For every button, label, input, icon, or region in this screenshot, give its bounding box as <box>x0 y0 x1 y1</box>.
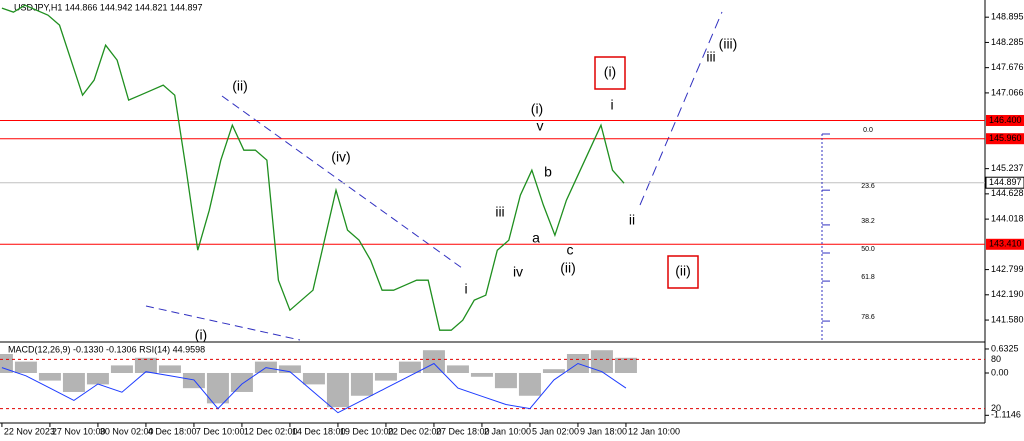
macd-bar <box>302 372 325 385</box>
x-tick-label: 30 Nov 02:00 <box>100 426 154 436</box>
macd-bar <box>398 361 421 373</box>
macd-bar <box>542 369 565 373</box>
y-tick-label: 144.628 <box>991 188 1024 198</box>
level-label-box <box>986 114 1024 126</box>
wave-label: (iv) <box>331 149 350 165</box>
wave-label: b <box>544 164 552 180</box>
chart-header: USDJPY,H1 144.866 144.942 144.821 144.89… <box>14 2 203 12</box>
macd-bar <box>374 372 397 381</box>
macd-bar <box>518 372 541 396</box>
annotation-box <box>594 56 626 90</box>
macd-bar <box>38 372 61 381</box>
fib-label: 38.2 <box>861 218 875 225</box>
macd-bar <box>422 350 445 373</box>
y-tick-label: 148.285 <box>991 37 1024 47</box>
level-label-box <box>986 238 1024 250</box>
annotation-box <box>667 255 699 289</box>
wave-label: v <box>537 118 544 134</box>
fib-label: 50.0 <box>861 246 875 253</box>
x-tick-label: 12 Jan 10:00 <box>628 426 680 436</box>
macd-bar <box>134 357 157 373</box>
x-tick-label: 4 Dec 18:00 <box>148 426 197 436</box>
level-label: 146.400 <box>989 115 1022 125</box>
y-tick-label: 0.00 <box>991 367 1009 377</box>
level-label-box <box>986 133 1024 145</box>
current-price-box <box>985 176 1024 189</box>
macd-bar <box>0 354 13 373</box>
x-tick-label: 7 Dec 10:00 <box>196 426 245 436</box>
x-tick-label: 22 Nov 2023 <box>4 426 55 436</box>
trend-line <box>145 305 301 341</box>
x-tick-label: 12 Dec 02:00 <box>244 426 298 436</box>
y-tick-label: 142.190 <box>991 289 1024 299</box>
macd-bar <box>614 357 637 373</box>
macd-bar <box>590 350 613 373</box>
indicator-title: MACD(12,26,9) -0.1330 -0.1306 RSI(14) 44… <box>8 344 205 354</box>
x-tick-label: 27 Nov 10:00 <box>52 426 106 436</box>
fib-label: 78.6 <box>861 314 875 321</box>
y-tick-label: 141.580 <box>991 314 1024 324</box>
wave-label: (ii) <box>232 78 248 94</box>
x-tick-label: 22 Dec 02:00 <box>388 426 442 436</box>
x-tick-label: 27 Dec 18:00 <box>436 426 490 436</box>
y-tick-label: 144.018 <box>991 213 1024 223</box>
wave-label: iii <box>706 49 715 65</box>
level-label: 145.960 <box>989 133 1022 143</box>
price-line <box>1 4 625 331</box>
macd-bar <box>158 365 181 373</box>
trend-line <box>221 95 463 269</box>
wave-label: a <box>532 230 540 246</box>
fib-label: 61.8 <box>861 274 875 281</box>
macd-bar <box>62 372 85 392</box>
x-tick-label: 9 Jan 18:00 <box>580 426 627 436</box>
fib-label: 0.0 <box>863 127 873 134</box>
current-price-label: 144.897 <box>989 177 1022 187</box>
macd-bar <box>494 372 517 389</box>
macd-bar <box>446 365 469 373</box>
wave-label: (ii) <box>675 263 691 279</box>
wave-label: c <box>567 242 574 258</box>
y-tick-label: -1.1146 <box>991 410 1021 420</box>
wave-label: (iii) <box>719 36 738 52</box>
x-tick-label: 19 Dec 10:00 <box>340 426 394 436</box>
macd-bar <box>278 365 301 373</box>
macd-bar <box>230 372 253 392</box>
level-label: 143.410 <box>989 239 1022 249</box>
macd-bar <box>470 372 493 377</box>
y-tick-label: 148.895 <box>991 12 1024 22</box>
wave-label: (i) <box>604 64 616 80</box>
wave-label: iii <box>495 204 504 220</box>
wave-label: iv <box>513 264 523 280</box>
wave-label: (i) <box>531 101 543 117</box>
y2-tick-label: 80 <box>991 354 1001 364</box>
rsi-line <box>1 362 627 414</box>
macd-bar <box>110 365 133 373</box>
x-tick-label: 14 Dec 18:00 <box>292 426 346 436</box>
wave-label: i <box>464 281 467 297</box>
wave-label: (ii) <box>560 260 576 276</box>
macd-bar <box>326 372 349 408</box>
y-tick-label: 0.6325 <box>991 343 1019 353</box>
macd-bar <box>206 372 229 404</box>
wave-label: ii <box>629 212 635 228</box>
y-tick-label: 147.676 <box>991 62 1024 72</box>
y-tick-label: 145.237 <box>991 163 1024 173</box>
fib-label: 23.6 <box>861 183 875 190</box>
projection-line <box>639 11 723 206</box>
x-tick-label: 2 Jan 10:00 <box>484 426 531 436</box>
y2-tick-label: 20 <box>991 403 1001 413</box>
wave-label: (i) <box>195 327 207 343</box>
y-tick-label: 147.066 <box>991 87 1024 97</box>
macd-bar <box>350 372 373 396</box>
x-tick-label: 5 Jan 02:00 <box>532 426 579 436</box>
macd-bar <box>86 372 109 385</box>
wave-label: i <box>610 97 613 113</box>
macd-bar <box>14 361 37 373</box>
y-tick-label: 142.799 <box>991 264 1024 274</box>
